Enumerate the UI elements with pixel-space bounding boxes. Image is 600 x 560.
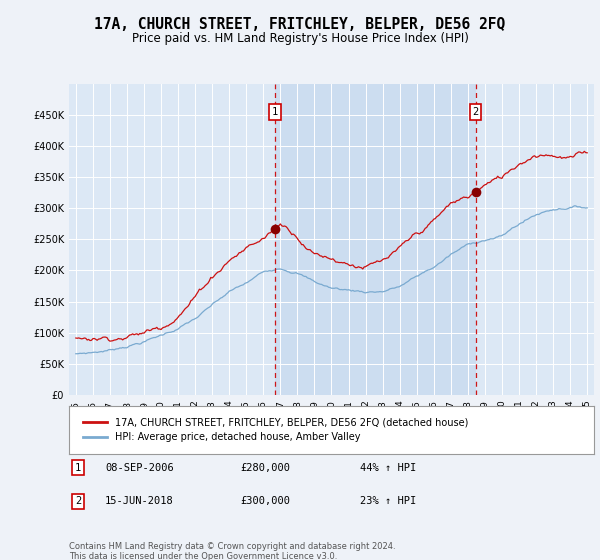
Text: 15-JUN-2018: 15-JUN-2018 xyxy=(105,496,174,506)
Text: 44% ↑ HPI: 44% ↑ HPI xyxy=(360,463,416,473)
Text: 2: 2 xyxy=(75,496,81,506)
Text: 2: 2 xyxy=(473,107,479,117)
Text: 17A, CHURCH STREET, FRITCHLEY, BELPER, DE56 2FQ: 17A, CHURCH STREET, FRITCHLEY, BELPER, D… xyxy=(94,17,506,32)
Bar xyxy=(275,84,476,395)
Text: £280,000: £280,000 xyxy=(240,463,290,473)
Text: 23% ↑ HPI: 23% ↑ HPI xyxy=(360,496,416,506)
Legend: 17A, CHURCH STREET, FRITCHLEY, BELPER, DE56 2FQ (detached house), HPI: Average p: 17A, CHURCH STREET, FRITCHLEY, BELPER, D… xyxy=(79,413,472,446)
Text: 08-SEP-2006: 08-SEP-2006 xyxy=(105,463,174,473)
Text: Contains HM Land Registry data © Crown copyright and database right 2024.
This d: Contains HM Land Registry data © Crown c… xyxy=(69,542,395,560)
Text: 1: 1 xyxy=(272,107,278,117)
Text: £300,000: £300,000 xyxy=(240,496,290,506)
Text: Price paid vs. HM Land Registry's House Price Index (HPI): Price paid vs. HM Land Registry's House … xyxy=(131,32,469,45)
Text: 1: 1 xyxy=(75,463,81,473)
